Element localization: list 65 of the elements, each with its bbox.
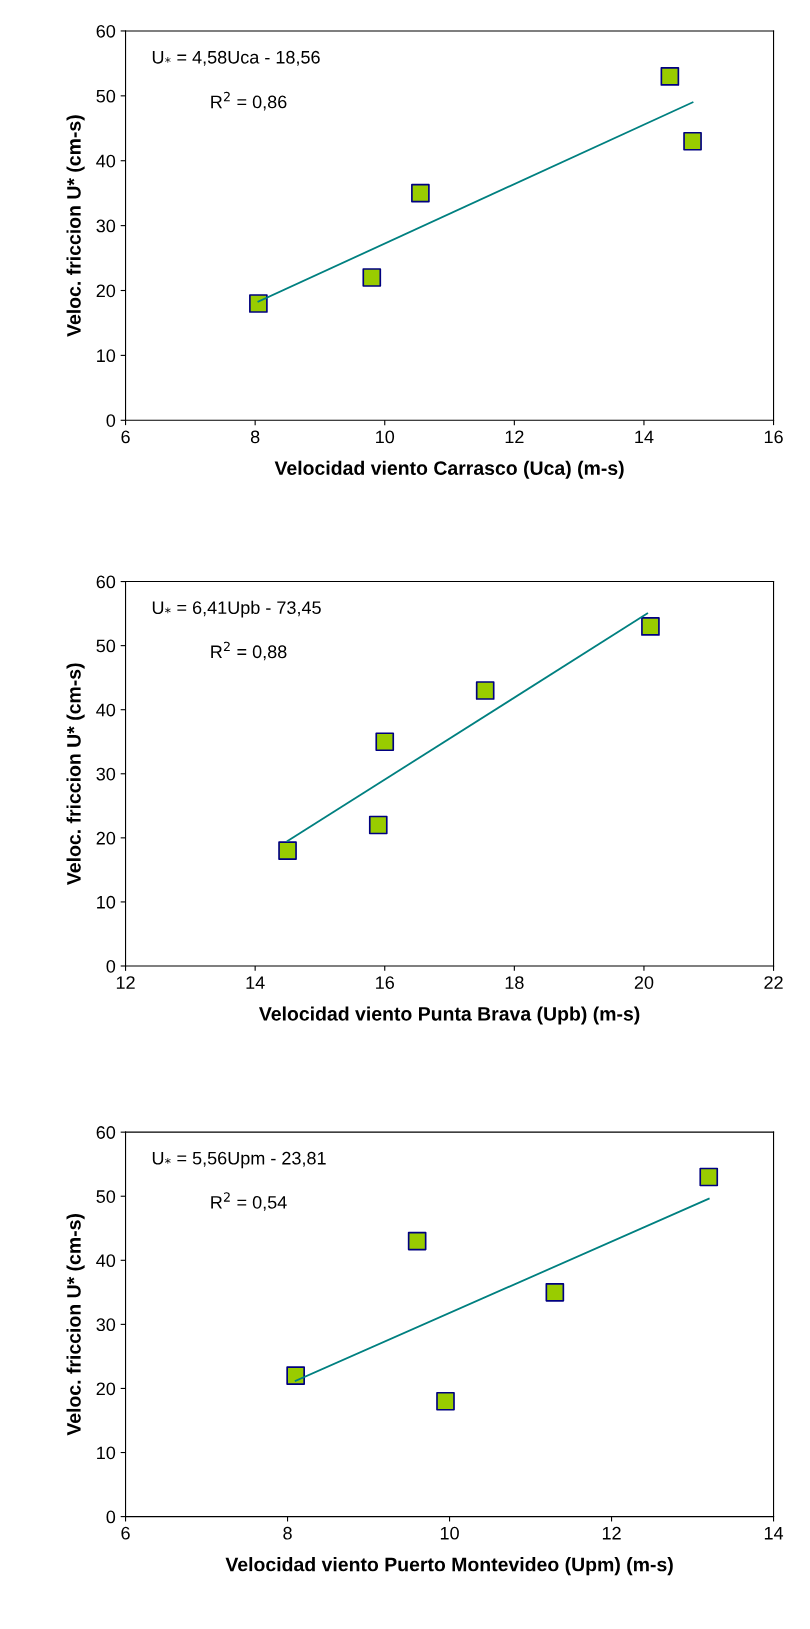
y-tick-label: 10 (97, 349, 116, 363)
point (545, 1283, 565, 1302)
y-axis-title: Veloc. friccion U* (cm-s) (66, 1214, 85, 1436)
annotation: U$_{*}$ = 5,56Upm - 23,81 (152, 1151, 326, 1169)
y-tick-label: 0 (106, 959, 116, 973)
y-tick-label: 40 (96, 1254, 116, 1268)
point (249, 294, 268, 313)
y-tick-label: 30 (96, 1318, 116, 1332)
y-axis-title: Veloc. friccion U* (cm-s) (66, 663, 85, 885)
y-tick-label: 30 (96, 219, 116, 233)
annotation: U$_{*}$ = 4,58Uca - 18,56 (152, 50, 320, 66)
annotation: R$^{2}$ = 0,54 (211, 1192, 287, 1211)
y-tick-label: 0 (106, 1510, 116, 1524)
x-tick-label: 8 (283, 1526, 292, 1540)
x-axis-title: Velocidad viento Carrasco (Uca) (m-s) (274, 460, 624, 479)
y-tick-label: 50 (96, 89, 116, 103)
x-tick-label: 8 (250, 430, 260, 444)
point (660, 67, 680, 86)
y-tick-label: 20 (96, 284, 116, 298)
x-axis-title: Velocidad viento Punta Brava (Upb) (m-s) (259, 1006, 640, 1025)
y-tick-label: 10 (97, 1446, 116, 1460)
y-tick-label: 20 (96, 1382, 116, 1396)
point (683, 131, 702, 151)
annotation: U$_{*}$ = 6,41Upb - 73,45 (152, 600, 321, 618)
y-tick-label: 40 (96, 154, 116, 168)
annotation: R$^{2}$ = 0,86 (211, 91, 287, 111)
x-tick-label: 14 (246, 976, 265, 989)
y-tick-label: 0 (106, 414, 116, 427)
x-tick-label: 22 (764, 976, 783, 989)
x-tick-label: 12 (116, 976, 135, 989)
x-tick-label: 12 (602, 1526, 621, 1540)
x-tick-label: 10 (376, 430, 395, 444)
x-tick-label: 6 (121, 430, 130, 444)
annotation: R$^{2}$ = 0,88 (211, 641, 287, 661)
x-tick-label: 12 (505, 430, 524, 444)
x-tick-label: 20 (634, 976, 654, 989)
y-tick-label: 50 (96, 639, 116, 653)
point (699, 1167, 719, 1187)
x-axis-title: Velocidad viento Puerto Montevideo (Upm) (m-s) (225, 1557, 673, 1576)
y-tick-label: 50 (96, 1190, 116, 1203)
point (475, 681, 495, 700)
y-axis-title: Veloc. friccion U* (cm-s) (66, 115, 85, 337)
y-tick-label: 60 (96, 1126, 116, 1139)
y-tick-label: 10 (97, 895, 116, 909)
point (407, 1231, 427, 1251)
x-tick-label: 18 (505, 976, 524, 989)
y-tick-label: 30 (96, 767, 116, 781)
point (368, 815, 388, 835)
point (375, 732, 395, 752)
x-tick-label: 16 (764, 430, 783, 444)
point (436, 1391, 455, 1411)
y-tick-label: 60 (96, 24, 116, 38)
point (286, 1366, 305, 1385)
point (411, 183, 430, 203)
x-tick-label: 10 (440, 1526, 459, 1540)
x-tick-label: 16 (376, 976, 394, 989)
point (278, 841, 297, 861)
point (362, 268, 382, 287)
x-tick-label: 6 (121, 1526, 130, 1540)
x-tick-label: 14 (764, 1526, 784, 1540)
x-tick-label: 14 (635, 430, 654, 444)
point (641, 617, 660, 636)
y-tick-label: 40 (96, 703, 116, 717)
y-tick-label: 20 (96, 831, 116, 845)
y-tick-label: 60 (96, 575, 116, 589)
